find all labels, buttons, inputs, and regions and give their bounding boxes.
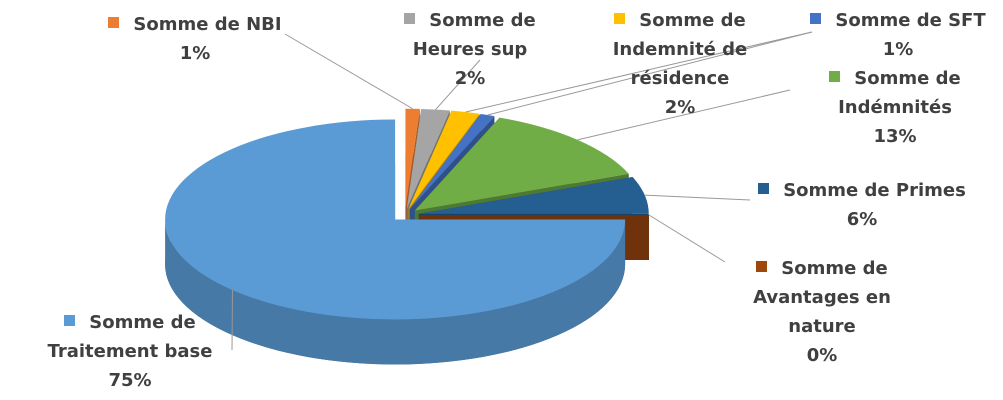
slice-top <box>165 119 626 320</box>
category-name: Somme de NBI <box>133 14 282 35</box>
slice-top <box>405 108 420 209</box>
value-label: 0% <box>806 345 838 366</box>
slice-top <box>418 177 649 214</box>
slice-top <box>409 113 495 210</box>
value-label: 1% <box>179 43 211 64</box>
legend-swatch <box>404 13 416 24</box>
value-label: 2% <box>454 68 486 89</box>
category-name: Somme de Indémnités <box>838 68 961 118</box>
legend-swatch <box>758 183 770 194</box>
value-label: 13% <box>873 126 917 147</box>
legend-swatch <box>64 315 76 326</box>
category-name: Somme de Traitement base <box>47 312 213 362</box>
category-name: Somme de Primes <box>783 180 966 201</box>
slice-top <box>414 117 629 211</box>
category-name: Somme de Avantages en nature <box>753 258 891 337</box>
slice <box>165 119 626 365</box>
slice-top <box>408 110 480 209</box>
leader-line <box>465 31 813 113</box>
category-name: Somme de Indemnité de résidence <box>612 10 748 89</box>
leader-line <box>435 59 481 110</box>
legend-swatch <box>829 71 841 82</box>
legend-swatch <box>810 13 822 24</box>
data-label: Somme de Traitement base 75% <box>15 308 245 395</box>
data-label: Somme de Indémnités 13% <box>820 64 970 151</box>
data-label: Somme de NBI 1% <box>85 10 305 68</box>
slice-top <box>406 108 450 209</box>
value-label: 6% <box>846 209 878 230</box>
legend-swatch <box>614 13 626 24</box>
value-label: 75% <box>108 370 152 391</box>
category-name: Somme de Heures sup <box>412 10 536 60</box>
leader-line <box>648 214 726 263</box>
data-label: Somme de Heures sup 2% <box>378 6 563 93</box>
leader-line <box>487 31 813 116</box>
data-label: Somme de Indemnité de résidence 2% <box>605 6 755 122</box>
data-label: Somme de Primes 6% <box>752 176 972 234</box>
data-label: Somme de Avantages en nature 0% <box>747 254 897 370</box>
data-label: Somme de SFT 1% <box>798 6 998 64</box>
leader-line <box>644 194 751 201</box>
leader-line <box>577 89 791 141</box>
slice-side <box>165 219 626 365</box>
category-name: Somme de SFT <box>835 10 986 31</box>
legend-swatch <box>108 17 120 28</box>
legend-swatch <box>756 261 768 272</box>
value-label: 1% <box>882 39 914 60</box>
leader-line <box>284 33 413 110</box>
value-label: 2% <box>664 97 696 118</box>
